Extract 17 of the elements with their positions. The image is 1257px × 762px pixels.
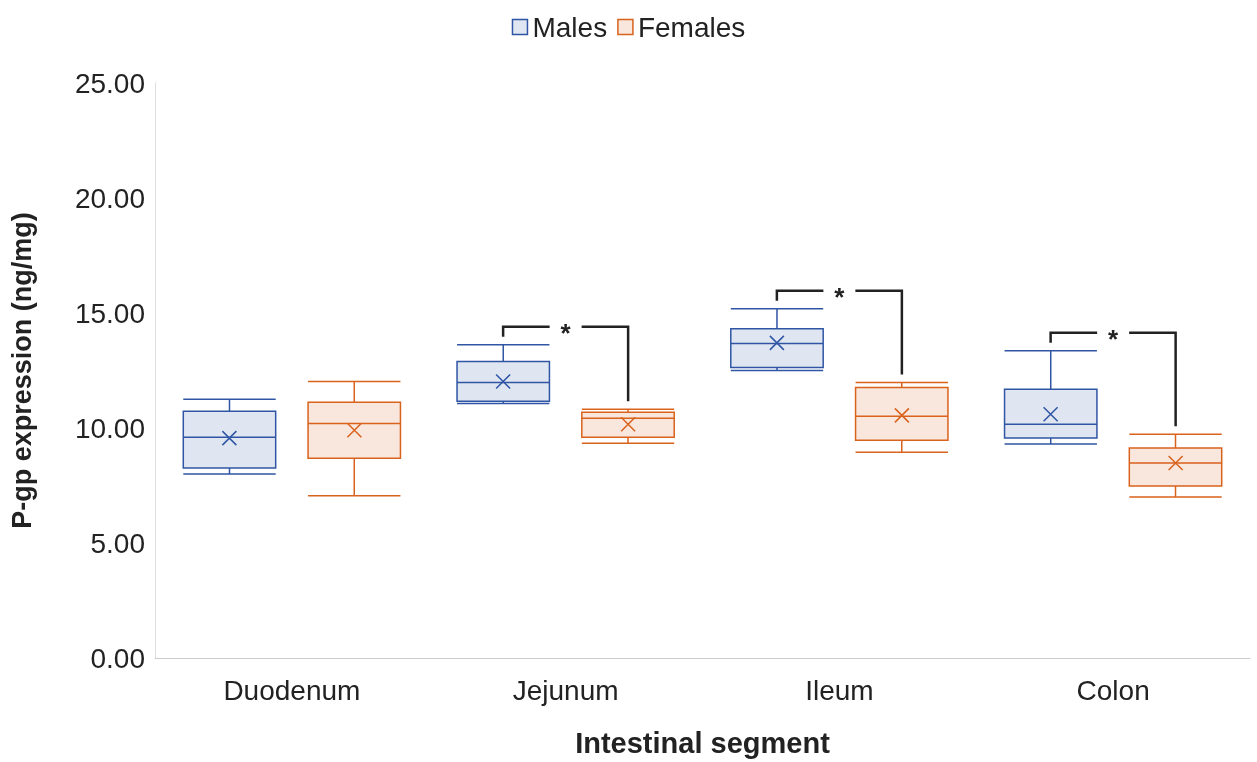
y-tick-label: 10.00: [74, 412, 145, 444]
y-tick-label: 15.00: [74, 297, 145, 329]
legend-label: Males: [532, 11, 608, 43]
x-tick-label: Duodenum: [223, 674, 361, 706]
y-tick-label: 20.00: [74, 182, 145, 214]
x-axis-title: Intestinal segment: [575, 726, 831, 759]
y-tick-label: 0.00: [90, 642, 145, 674]
annotation: *: [834, 281, 846, 312]
x-tick-label: Jejunum: [512, 674, 619, 706]
annotation: *: [1108, 323, 1120, 354]
x-tick-label: Colon: [1076, 674, 1150, 706]
y-tick-label: 5.00: [90, 527, 145, 559]
legend-label: Females: [637, 11, 746, 43]
y-tick-label: 25.00: [74, 67, 145, 99]
y-axis-title: P-gp expression (ng/mg): [6, 212, 37, 529]
annotation: *: [560, 317, 572, 348]
x-tick-label: Ileum: [805, 674, 874, 706]
